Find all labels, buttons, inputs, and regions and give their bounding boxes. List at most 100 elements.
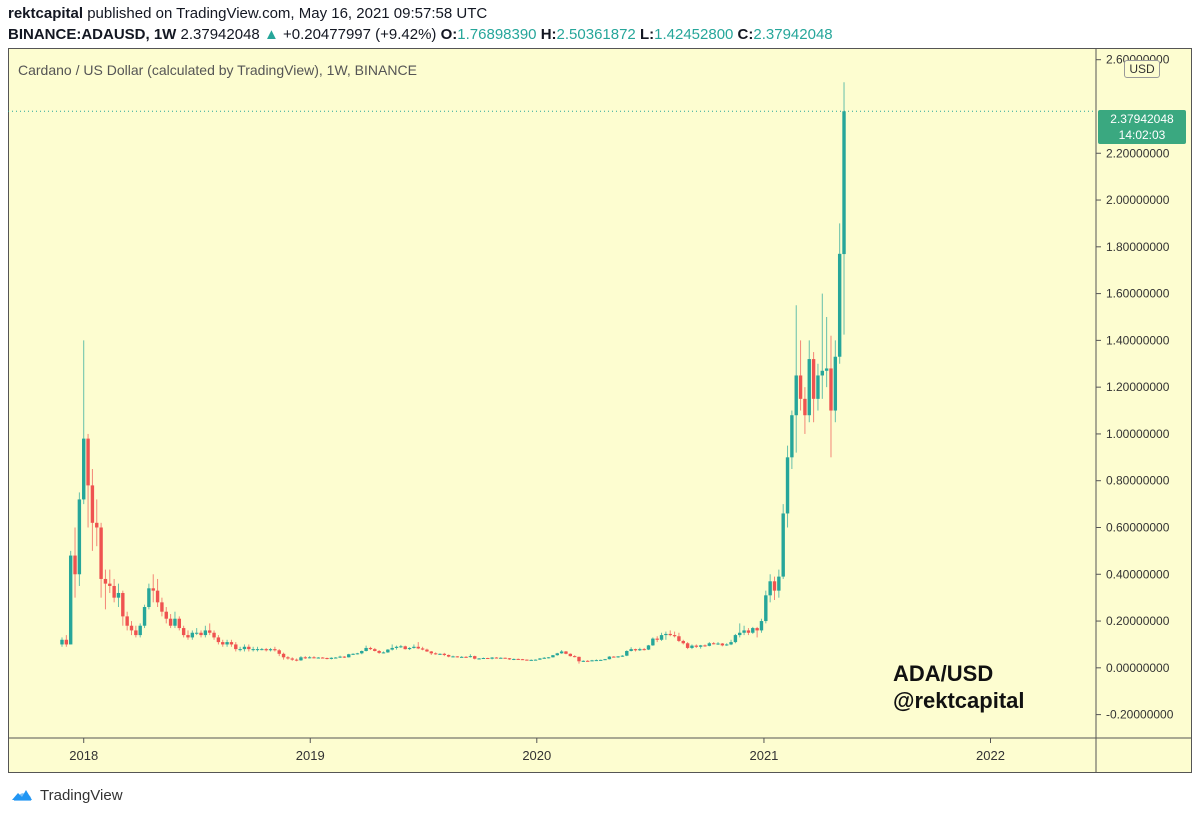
- candle-body: [729, 642, 733, 645]
- candle-body: [229, 642, 234, 645]
- candle-body: [803, 398, 807, 416]
- candle-body: [82, 438, 86, 500]
- candle-body: [429, 651, 433, 654]
- candle-body: [677, 636, 681, 641]
- candle-body: [286, 657, 290, 659]
- candle-body: [129, 625, 134, 631]
- candle-body: [399, 646, 403, 648]
- candle-body: [451, 656, 455, 658]
- close-key: C:: [737, 26, 754, 43]
- watermark: ADA/USD @rektcapital: [893, 660, 1025, 714]
- candle-body: [112, 585, 116, 598]
- candle-body: [625, 650, 629, 656]
- candlestick-chart[interactable]: 2.600000002.200000002.000000001.80000000…: [8, 48, 1192, 773]
- currency-button[interactable]: USD: [1124, 60, 1160, 78]
- candle-body: [403, 646, 407, 650]
- candle-body: [499, 657, 503, 659]
- candle-body: [772, 581, 777, 591]
- candle-body: [212, 632, 216, 638]
- candle-body: [638, 649, 642, 651]
- candle-body: [781, 513, 785, 577]
- candle-body: [703, 645, 707, 647]
- candle-body: [334, 657, 338, 659]
- candle-body: [486, 658, 490, 660]
- candle-body: [512, 658, 516, 660]
- candle-body: [420, 648, 425, 650]
- candle-body: [690, 645, 694, 648]
- candle-body: [160, 602, 164, 612]
- tradingview-logo-icon[interactable]: [10, 787, 34, 803]
- candle-body: [351, 653, 355, 655]
- y-tick-label: 0.60000000: [1106, 520, 1170, 534]
- chart-frame: [8, 48, 1192, 773]
- candle-body: [794, 375, 798, 416]
- candle-body: [733, 635, 738, 643]
- candle-body: [299, 657, 303, 661]
- last-price: 2.37942048: [180, 26, 260, 43]
- y-tick-label: 2.00000000: [1106, 193, 1170, 207]
- candle-body: [103, 578, 108, 584]
- candle-body: [533, 659, 538, 661]
- candle-body: [320, 657, 325, 659]
- up-arrow-icon: ▲: [263, 26, 279, 43]
- candle-body: [481, 658, 486, 660]
- candle-body: [468, 656, 473, 658]
- candle-body: [177, 618, 181, 629]
- candle-body: [490, 657, 494, 659]
- candle-body: [325, 658, 329, 660]
- price-change: +0.20477997 (+9.42%): [282, 26, 437, 43]
- watermark-pair: ADA/USD: [893, 661, 994, 686]
- candle-body: [525, 659, 529, 661]
- y-tick-label: 0.40000000: [1106, 567, 1170, 581]
- candle-body: [785, 457, 790, 514]
- candle-body: [247, 646, 251, 650]
- candle-body: [60, 639, 64, 645]
- candle-body: [607, 656, 612, 660]
- candle-body: [620, 655, 625, 657]
- candle-body: [412, 646, 416, 648]
- candle-body: [433, 653, 438, 655]
- tradingview-brand[interactable]: TradingView: [40, 786, 123, 804]
- candle-body: [260, 649, 264, 651]
- candle-body: [95, 522, 99, 528]
- candle-body: [373, 649, 377, 651]
- symbol-label: BINANCE:ADAUSD: [8, 26, 146, 43]
- y-tick-label: 1.00000000: [1106, 427, 1170, 441]
- candle-body: [816, 375, 820, 399]
- candle-body: [459, 656, 464, 658]
- candle-body: [307, 657, 312, 659]
- x-tick-label: 2020: [522, 748, 551, 763]
- author-name[interactable]: rektcapital: [8, 5, 84, 22]
- y-tick-label: -0.20000000: [1106, 708, 1174, 722]
- candle-body: [68, 555, 73, 645]
- candle-body: [303, 657, 307, 659]
- candle-body: [707, 643, 712, 646]
- open-value: 1.76898390: [457, 26, 537, 43]
- chart-header: rektcapital published on TradingView.com…: [8, 4, 1192, 46]
- candle-body: [755, 628, 759, 631]
- candle-body: [77, 499, 82, 575]
- candle-body: [698, 645, 703, 647]
- candle-body: [473, 656, 477, 659]
- candle-body: [125, 616, 129, 626]
- y-tick-label: 2.20000000: [1106, 146, 1170, 160]
- candle-body: [425, 649, 429, 652]
- candle-body: [338, 656, 342, 658]
- axes-layer: 2.600000002.200000002.000000001.80000000…: [8, 48, 1192, 773]
- candle-body: [837, 253, 842, 357]
- candle-body: [268, 649, 273, 651]
- y-tick-label: 0.00000000: [1106, 661, 1170, 675]
- candle-body: [646, 645, 651, 650]
- candle-body: [751, 628, 755, 633]
- candle-body: [234, 644, 238, 650]
- candle-body: [316, 657, 321, 659]
- candle-body: [642, 649, 646, 651]
- candle-body: [759, 621, 764, 631]
- candle-body: [842, 111, 846, 255]
- candle-body: [711, 643, 716, 645]
- y-tick-label: 1.80000000: [1106, 240, 1170, 254]
- candle-body: [221, 642, 225, 645]
- candle-body: [798, 375, 803, 399]
- candle-body: [155, 590, 160, 603]
- candle-body: [355, 653, 360, 655]
